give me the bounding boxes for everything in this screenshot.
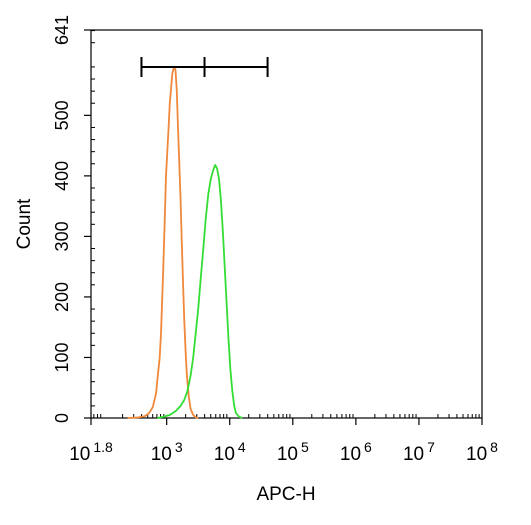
y-tick-label: 400: [52, 161, 72, 191]
y-tick-label: 641: [52, 15, 72, 45]
plot-frame: [90, 29, 483, 419]
x-tick-label: 10 4: [214, 439, 246, 465]
y-ticks: 0 100 200 300 400 500 641: [52, 15, 91, 423]
gate-layer: [140, 57, 269, 77]
y-tick-label: 300: [52, 221, 72, 251]
histogram-line-1: [127, 66, 199, 419]
x-tick-label: 10 6: [340, 439, 372, 465]
series-layer: [127, 66, 243, 419]
minor-ticks: [91, 30, 480, 418]
x-tick-label: 10 5: [277, 439, 309, 465]
y-tick-label: 500: [52, 100, 72, 130]
x-tick-label: 10 7: [403, 439, 435, 465]
x-tick-label: 10 8: [466, 439, 498, 465]
x-axis-label: APC-H: [256, 484, 315, 505]
y-tick-label: 100: [52, 342, 72, 372]
histogram-line-2: [157, 164, 243, 419]
x-tick-label: 10 3: [151, 439, 183, 465]
y-tick-label: 0: [52, 413, 72, 423]
x-tick-label: 10 1.8: [69, 439, 113, 465]
y-axis-label: Count: [14, 198, 35, 249]
x-ticks: 10 1.8 10 3 10 4 10 5 10 6 10 7 10 8: [69, 418, 498, 465]
y-tick-label: 200: [52, 282, 72, 312]
